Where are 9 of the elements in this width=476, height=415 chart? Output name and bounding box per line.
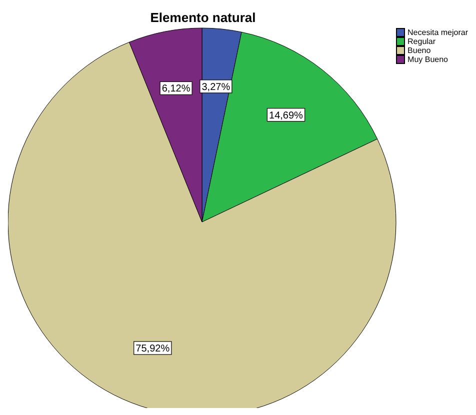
data-label: 75,92% xyxy=(136,344,170,355)
data-label: 6,12% xyxy=(162,84,190,95)
chart-title: Elemento natural xyxy=(149,10,257,25)
data-label: 3,27% xyxy=(202,82,230,93)
legend-label: Necesita mejorar xyxy=(408,28,468,37)
legend-label: Regular xyxy=(408,37,436,46)
legend-label: Muy Bueno xyxy=(408,55,448,64)
data-label: 14,69% xyxy=(269,110,304,122)
legend-label: Bueno xyxy=(408,46,431,55)
